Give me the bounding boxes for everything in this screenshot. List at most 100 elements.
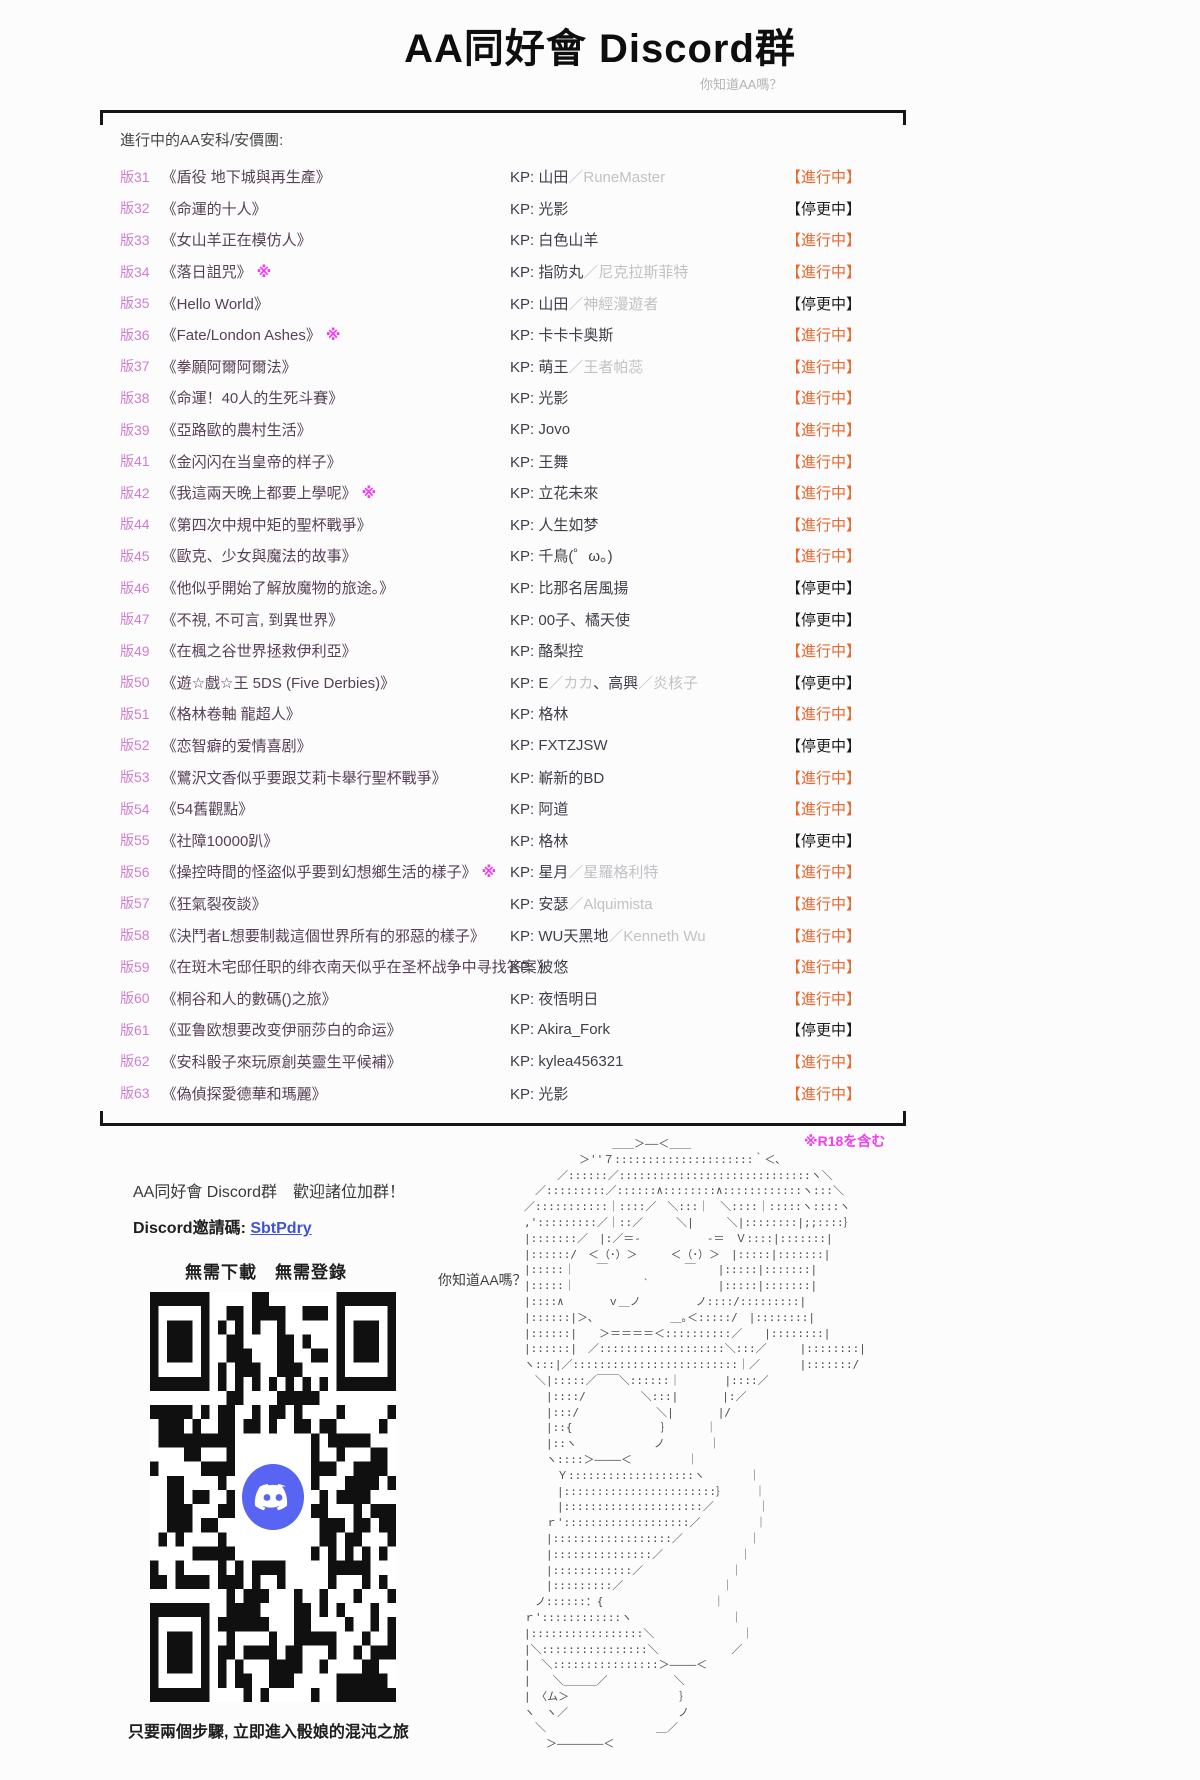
- status-badge: 【停更中】: [786, 295, 862, 313]
- page-subtitle: 你知道AA嗎？: [700, 77, 783, 92]
- thread-title-link[interactable]: 《歐克、少女與魔法的故事》: [161, 548, 357, 566]
- kp-name: Jovo: [538, 421, 571, 439]
- kp-name: 山田: [538, 169, 569, 187]
- status-badge: 【進行中】: [786, 706, 862, 724]
- thread-title-link[interactable]: 《格林卷軸 龍超人》: [161, 706, 301, 724]
- invite-code-link[interactable]: SbtPdry: [250, 1220, 312, 1237]
- thread-title-link[interactable]: 《盾役 地下城與再生產》: [161, 169, 331, 187]
- thread-title-link[interactable]: 《命運！40人的生死斗賽》: [161, 390, 344, 408]
- thread-title-cell: 版44 《第四次中規中矩的聖杯戰爭》: [120, 514, 510, 535]
- thread-title-link[interactable]: 《在斑木宅邸任职的绯衣南天似乎在圣杯战争中寻找答案》: [161, 959, 552, 977]
- kp-name: 人生如梦: [538, 516, 599, 534]
- thread-title-link[interactable]: 《遊☆戲☆王 5DS (Five Derbies)》: [161, 674, 396, 692]
- kp-prefix: KP:: [510, 736, 539, 754]
- thread-title-link[interactable]: 《恋智癖的爱情喜剧》: [161, 737, 312, 755]
- no-download-note: 無需下載 無需登錄: [185, 1263, 347, 1282]
- thread-title-link[interactable]: 《在楓之谷世界拯救伊利亞》: [161, 643, 357, 661]
- thread-row: 版55 《社障10000趴》 KP: 格林 【停更中】: [120, 824, 906, 856]
- status-badge: 【進行中】: [786, 169, 862, 187]
- thread-version: 版31: [120, 168, 150, 185]
- thread-title-link[interactable]: 《命運的十人》: [161, 200, 267, 218]
- status-badge: 【停更中】: [786, 737, 862, 755]
- kp-cell: KP: 酪梨控: [510, 640, 786, 661]
- kp-subname: ／RuneMaster: [568, 169, 666, 187]
- kp-prefix: KP:: [510, 611, 539, 629]
- status-badge: 【進行中】: [786, 1053, 862, 1071]
- thread-version: 版53: [120, 769, 150, 786]
- status-badge: 【進行中】: [786, 643, 862, 661]
- thread-title-link[interactable]: 《金闪闪在当皇帝的样子》: [161, 453, 342, 471]
- thread-title-link[interactable]: 《拳願阿爾阿爾法》: [161, 358, 297, 376]
- thread-version: 版46: [120, 579, 150, 596]
- kp-subname: ／カカ: [548, 674, 594, 692]
- thread-title-link[interactable]: 《鷺沢文香似乎要跟艾莉卡舉行聖杯戰爭》: [161, 769, 447, 787]
- thread-title-cell: 版36 《Fate/London Ashes》 ※: [120, 324, 510, 345]
- kp-name: 比那名居風揚: [538, 580, 629, 598]
- status-cell: 【進行中】: [786, 324, 861, 345]
- status-cell: 【進行中】: [786, 893, 861, 914]
- thread-title-link[interactable]: 《我這兩天晚上都要上學呢》: [161, 485, 357, 503]
- kp-cell: KP: E／カカ、高興／炎核子: [510, 672, 786, 693]
- status-cell: 【進行中】: [786, 482, 861, 503]
- status-badge: 【進行中】: [786, 801, 862, 819]
- kp-cell: KP: 光影: [510, 387, 786, 408]
- status-badge: 【進行中】: [786, 516, 862, 534]
- thread-version: 版44: [120, 516, 150, 533]
- kp-prefix: KP:: [510, 421, 539, 439]
- thread-title-cell: 版38 《命運！40人的生死斗賽》: [120, 387, 510, 408]
- kp-name: 、高興: [593, 674, 639, 692]
- thread-title-cell: 版41 《金闪闪在当皇帝的样子》: [120, 451, 510, 472]
- kp-subname: ／尼克拉斯菲特: [583, 264, 689, 282]
- kp-prefix: KP:: [510, 1021, 538, 1039]
- kp-cell: KP: FXTZJSW: [510, 737, 786, 754]
- status-cell: 【停更中】: [786, 1019, 861, 1040]
- status-cell: 【進行中】: [786, 640, 861, 661]
- thread-title-link[interactable]: 《操控時間的怪盜似乎要到幻想鄉生活的樣子》: [161, 864, 477, 882]
- kp-cell: KP: 王舞: [510, 451, 786, 472]
- thread-title-cell: 版39 《亞路歐的農村生活》: [120, 419, 510, 440]
- kp-cell: KP: 安瑟／Alquimista: [510, 893, 786, 914]
- thread-title-link[interactable]: 《決鬥者L想要制裁這個世界所有的邪惡的樣子》: [161, 927, 485, 945]
- status-cell: 【進行中】: [786, 1051, 861, 1072]
- thread-title-cell: 版57 《狂氣裂夜談》: [120, 893, 510, 914]
- status-cell: 【進行中】: [786, 956, 861, 977]
- kp-cell: KP: kylea456321: [510, 1053, 786, 1070]
- kp-name: 嶄新的BD: [538, 769, 605, 787]
- kp-name: 山田: [538, 295, 569, 313]
- kp-prefix: KP:: [510, 358, 539, 376]
- kp-cell: KP: WU天黑地／Kenneth Wu: [510, 925, 786, 946]
- kp-prefix: KP:: [510, 580, 539, 598]
- thread-title-link[interactable]: 《Fate/London Ashes》: [161, 327, 321, 345]
- thread-title-link[interactable]: 《亞路歐的農村生活》: [161, 422, 312, 440]
- thread-title-link[interactable]: 《不視, 不可言, 到異世界》: [161, 611, 344, 629]
- kp-prefix: KP:: [510, 453, 539, 471]
- thread-title-link[interactable]: 《桐谷和人的數碼()之旅》: [161, 990, 337, 1008]
- kp-subname: ／星羅格利特: [568, 864, 659, 882]
- thread-title-link[interactable]: 《偽偵探愛德華和瑪麗》: [161, 1085, 327, 1103]
- thread-title-link[interactable]: 《女山羊正在模仿人》: [161, 232, 312, 250]
- thread-title-link[interactable]: 《Hello World》: [161, 295, 269, 313]
- r18-note: ※R18を含む: [804, 1133, 886, 1149]
- thread-title-link[interactable]: 《安科骰子來玩原創英靈生平候補》: [161, 1053, 402, 1071]
- kp-cell: KP: 比那名居風揚: [510, 577, 786, 598]
- kp-name: 王舞: [538, 453, 569, 471]
- status-badge: 【進行中】: [786, 548, 862, 566]
- thread-title-link[interactable]: 《社障10000趴》: [161, 832, 279, 850]
- thread-version: 版42: [120, 484, 150, 501]
- kp-name: 彼悠: [538, 959, 569, 977]
- kp-prefix: KP:: [510, 264, 539, 282]
- thread-title-link[interactable]: 《第四次中規中矩的聖杯戰爭》: [161, 516, 372, 534]
- thread-version: 版51: [120, 705, 150, 722]
- kp-prefix: KP:: [510, 864, 539, 882]
- r18-mark: ※: [481, 863, 497, 881]
- thread-row: 版56 《操控時間的怪盜似乎要到幻想鄉生活的樣子》 ※ KP: 星月／星羅格利特 【進行…: [120, 856, 906, 888]
- thread-title-link[interactable]: 《亚鲁欧想要改变伊丽莎白的命运》: [161, 1022, 402, 1040]
- thread-title-link[interactable]: 《54舊觀點》: [161, 801, 254, 819]
- thread-title-cell: 版62 《安科骰子來玩原創英靈生平候補》: [120, 1051, 510, 1072]
- thread-title-link[interactable]: 《狂氣裂夜談》: [161, 895, 267, 913]
- thread-title-link[interactable]: 《落日詛咒》: [161, 264, 252, 282]
- kp-prefix: KP:: [510, 327, 539, 345]
- thread-row: 版33 《女山羊正在模仿人》 KP: 白色山羊 【進行中】: [120, 224, 906, 256]
- kp-name: 光影: [538, 1085, 569, 1103]
- thread-title-link[interactable]: 《他似乎開始了解放魔物的旅途。》: [161, 580, 395, 598]
